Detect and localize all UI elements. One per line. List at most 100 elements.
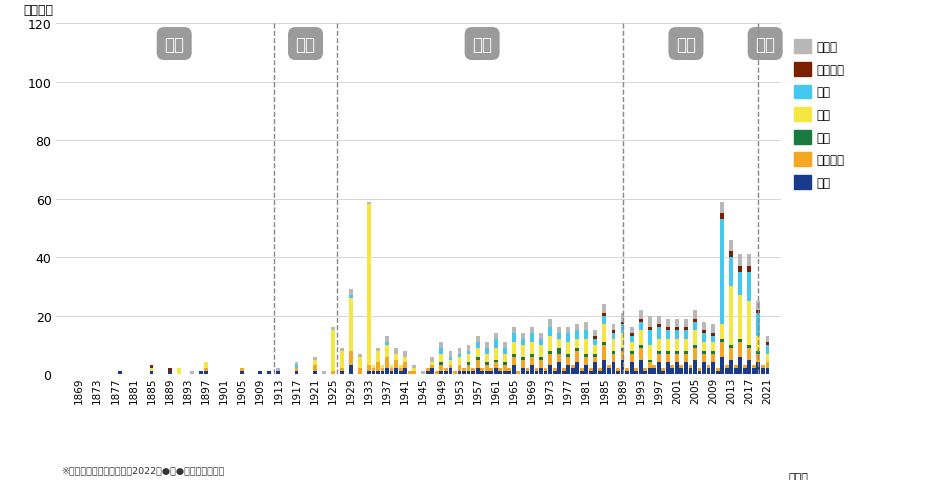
- Bar: [385, 357, 389, 369]
- Bar: [675, 328, 678, 331]
- Bar: [757, 351, 760, 354]
- Bar: [494, 360, 498, 363]
- Bar: [404, 357, 407, 363]
- Bar: [557, 328, 561, 334]
- Bar: [367, 366, 371, 372]
- Bar: [729, 345, 733, 348]
- Bar: [675, 339, 678, 351]
- Bar: [476, 348, 480, 357]
- Bar: [502, 372, 506, 374]
- Bar: [549, 354, 552, 366]
- Bar: [670, 366, 675, 369]
- Bar: [566, 328, 570, 334]
- Bar: [684, 363, 688, 374]
- Bar: [602, 342, 606, 345]
- Bar: [467, 345, 470, 351]
- Bar: [494, 369, 498, 374]
- Bar: [494, 363, 498, 369]
- Bar: [199, 372, 203, 374]
- Bar: [390, 366, 393, 369]
- Bar: [694, 310, 697, 319]
- Bar: [702, 331, 706, 334]
- Bar: [476, 369, 480, 374]
- Bar: [167, 372, 171, 374]
- Bar: [612, 334, 615, 339]
- Bar: [549, 366, 552, 374]
- Bar: [612, 351, 615, 354]
- Bar: [757, 313, 760, 336]
- Bar: [720, 357, 724, 374]
- Bar: [457, 372, 461, 374]
- Bar: [666, 339, 670, 351]
- Bar: [150, 369, 153, 372]
- Bar: [612, 331, 615, 334]
- Bar: [457, 357, 461, 366]
- Bar: [499, 369, 502, 372]
- Bar: [549, 319, 552, 328]
- Bar: [594, 363, 598, 374]
- Bar: [647, 331, 651, 345]
- Bar: [607, 369, 611, 374]
- Bar: [666, 363, 670, 374]
- Bar: [734, 369, 738, 374]
- Bar: [394, 369, 398, 374]
- Bar: [204, 369, 208, 372]
- Bar: [480, 369, 484, 372]
- Bar: [349, 290, 353, 296]
- Bar: [702, 351, 706, 354]
- Bar: [439, 366, 443, 372]
- Bar: [399, 372, 403, 374]
- Bar: [277, 372, 280, 374]
- Bar: [647, 363, 651, 369]
- Bar: [349, 299, 353, 351]
- Bar: [639, 310, 643, 319]
- Bar: [376, 372, 380, 374]
- Bar: [512, 354, 516, 357]
- Bar: [476, 336, 480, 342]
- Bar: [739, 357, 742, 374]
- Bar: [394, 360, 398, 369]
- Bar: [444, 372, 448, 374]
- Bar: [657, 351, 661, 354]
- Bar: [757, 354, 760, 363]
- Bar: [372, 369, 375, 372]
- Bar: [666, 319, 670, 328]
- Bar: [562, 372, 566, 374]
- Bar: [430, 366, 434, 369]
- Bar: [471, 369, 475, 372]
- Legend: その他, 火山災害, 津波, 地震, 高潮, 土砂災害, 洪水: その他, 火山災害, 津波, 地震, 高潮, 土砂災害, 洪水: [794, 40, 845, 190]
- Bar: [584, 366, 588, 374]
- Bar: [150, 372, 153, 374]
- Bar: [694, 331, 697, 345]
- Bar: [390, 372, 393, 374]
- Bar: [675, 351, 678, 354]
- Bar: [657, 316, 661, 325]
- Bar: [557, 334, 561, 339]
- Bar: [566, 354, 570, 357]
- Bar: [734, 366, 738, 369]
- Bar: [584, 322, 588, 331]
- Bar: [679, 369, 683, 374]
- Bar: [404, 363, 407, 369]
- Bar: [584, 354, 588, 357]
- Bar: [584, 357, 588, 366]
- Bar: [557, 363, 561, 374]
- Bar: [385, 336, 389, 342]
- Text: 建立年: 建立年: [789, 472, 808, 480]
- Bar: [757, 310, 760, 313]
- Bar: [662, 369, 665, 372]
- Bar: [426, 372, 430, 374]
- Bar: [367, 205, 371, 366]
- Bar: [630, 363, 633, 374]
- Bar: [747, 345, 751, 348]
- Bar: [634, 372, 638, 374]
- Bar: [670, 369, 675, 374]
- Bar: [675, 354, 678, 363]
- Bar: [439, 372, 443, 374]
- Bar: [295, 369, 298, 372]
- Bar: [358, 357, 361, 369]
- Bar: [766, 342, 770, 345]
- Bar: [340, 372, 343, 374]
- Bar: [694, 360, 697, 374]
- Bar: [639, 331, 643, 345]
